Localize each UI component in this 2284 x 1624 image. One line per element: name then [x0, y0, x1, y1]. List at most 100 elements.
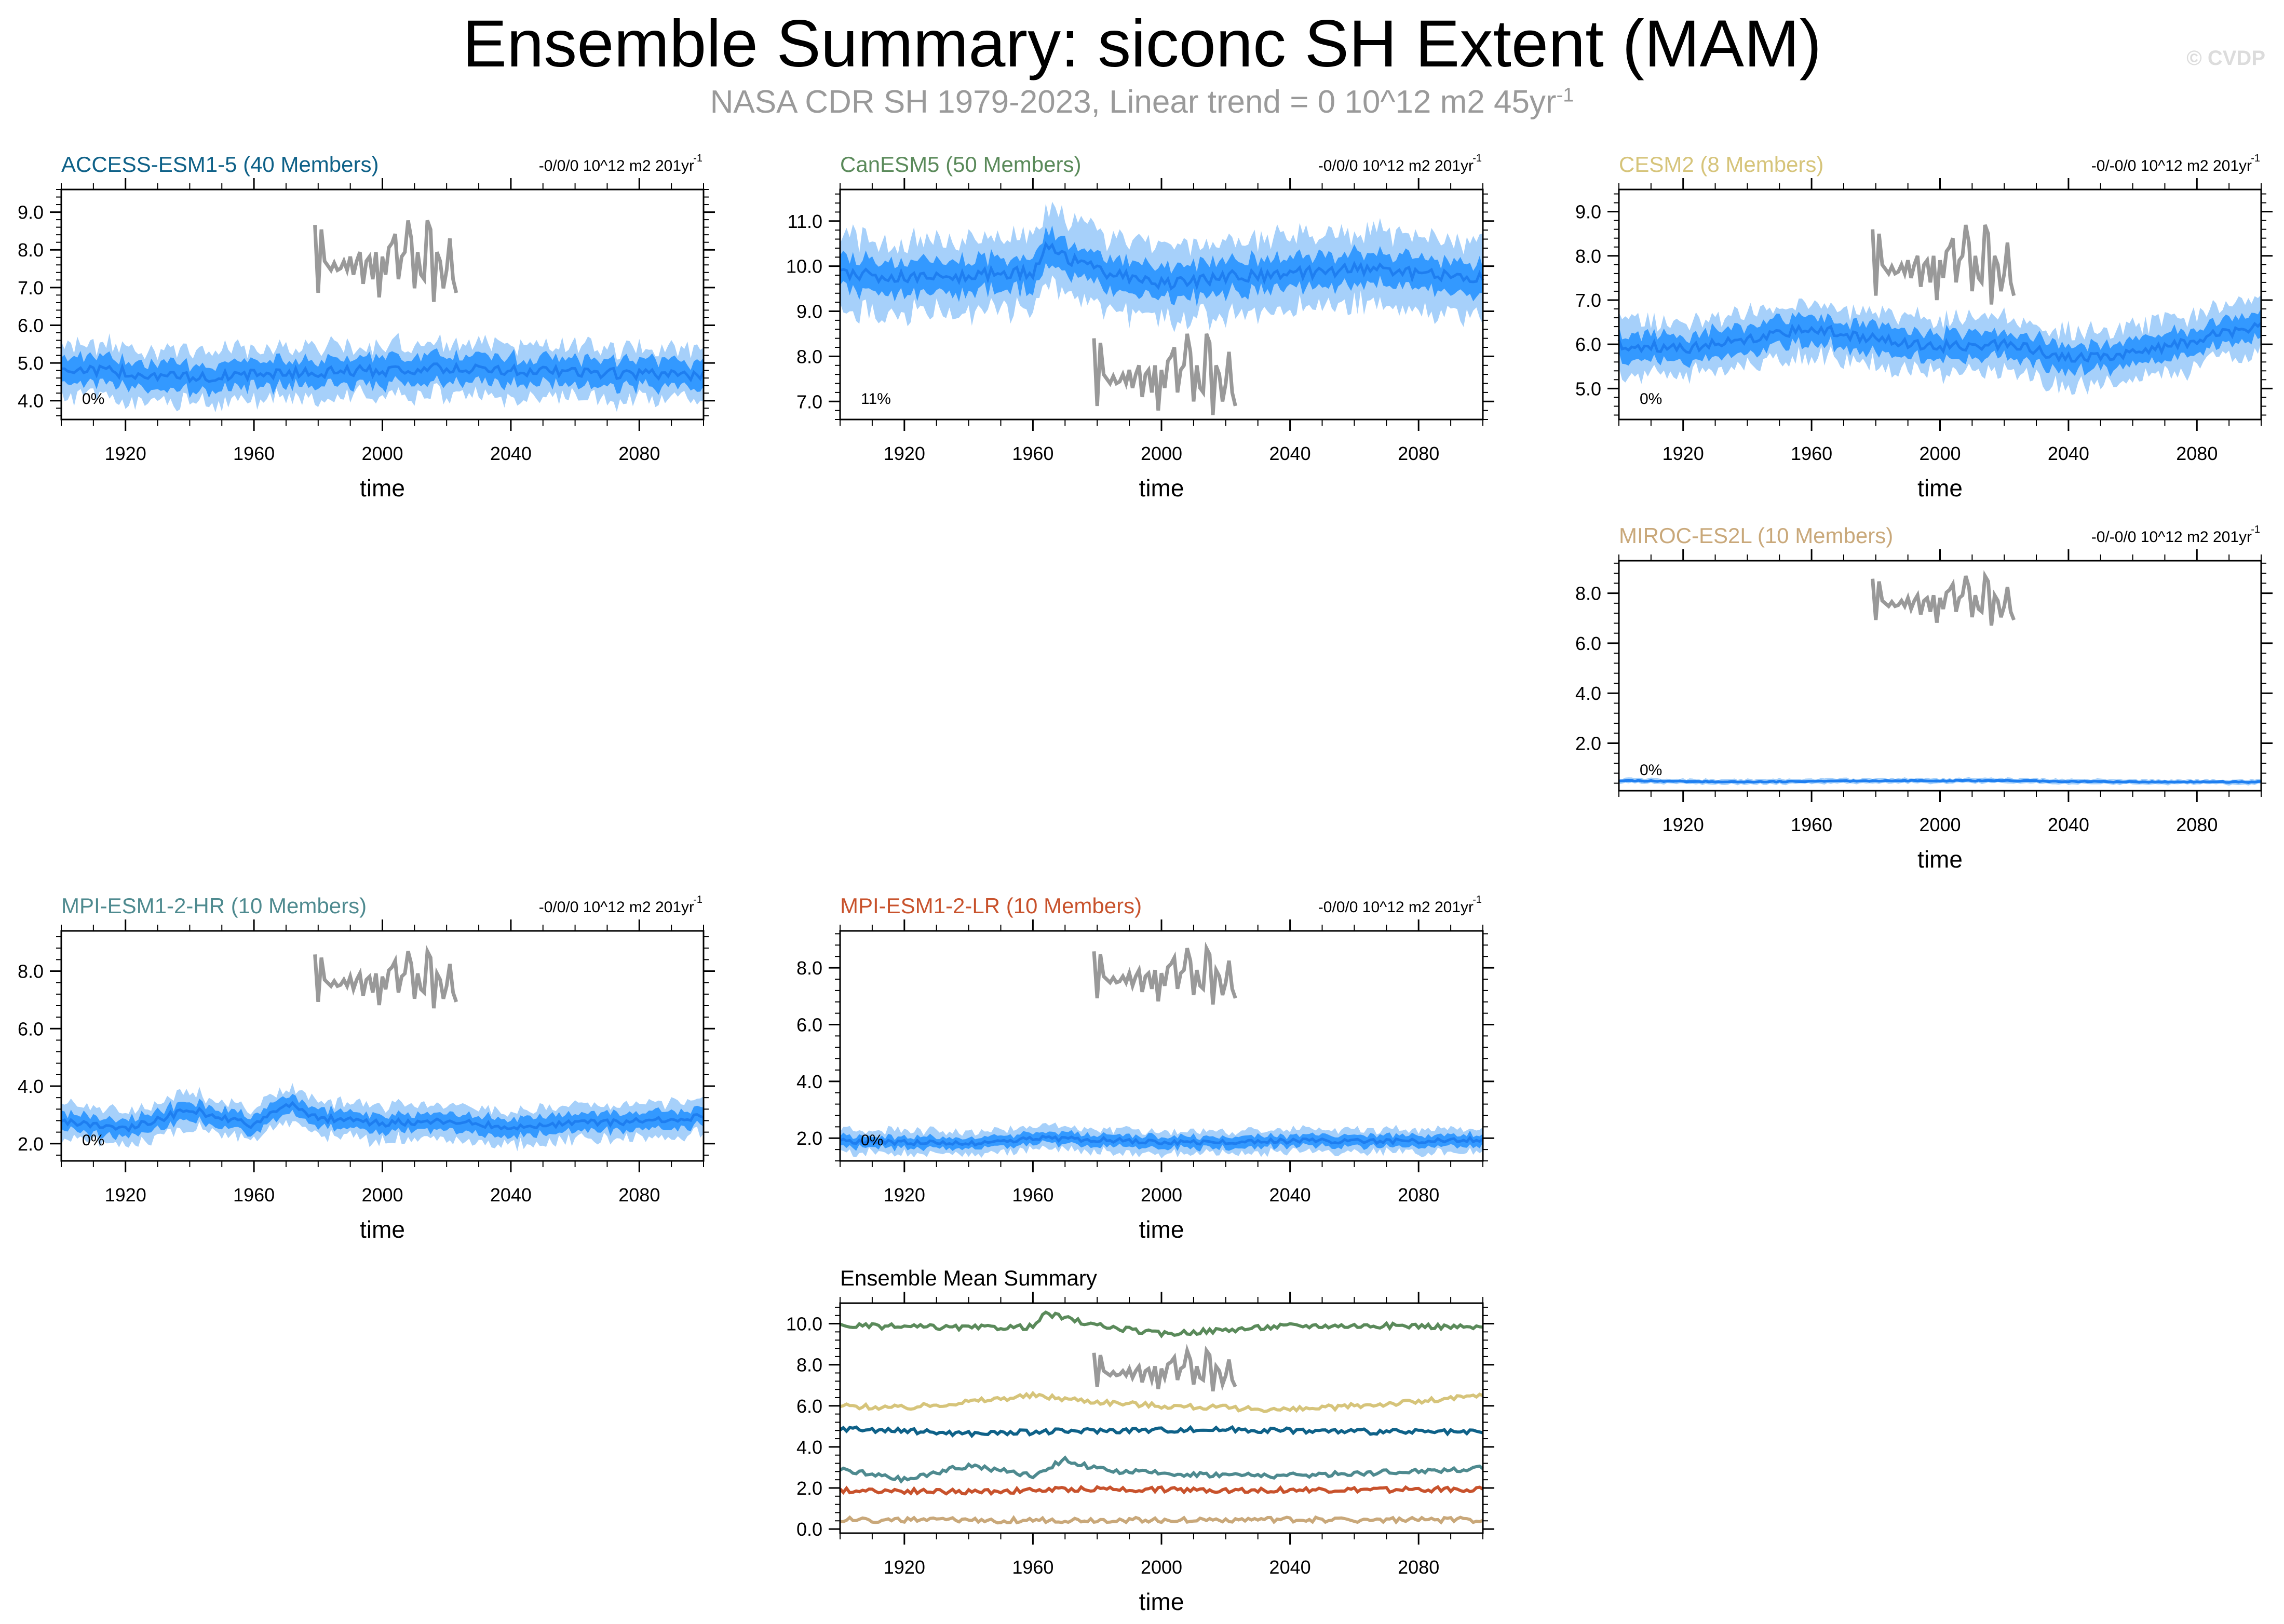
y-tick-label: 10.0 — [786, 1314, 822, 1335]
percent-label: 0% — [82, 1132, 104, 1149]
y-tick-label: 8.0 — [18, 961, 44, 982]
trend-superscript: -1 — [1472, 894, 1482, 905]
x-tick-label: 1920 — [1663, 443, 1704, 464]
x-tick-label: 2000 — [361, 443, 403, 464]
panel-miroc-es2l: 1920 1960 2000 2040 2080 2.0 4.0 6.0 8.0 MIROC-ES… — [1575, 523, 2273, 873]
observations-line — [313, 220, 458, 302]
ensemble-mean-line — [840, 241, 1484, 291]
y-tick-label: 8.0 — [18, 239, 44, 261]
x-tick-label: 1960 — [1791, 814, 1832, 835]
x-tick-label: 2040 — [1269, 1184, 1311, 1206]
ensemble-mean-line — [839, 1134, 1484, 1147]
x-tick-label: 1920 — [1663, 814, 1704, 835]
trend-superscript: -1 — [1472, 153, 1482, 164]
x-tick-label: 1960 — [233, 1184, 275, 1206]
summary-series-line — [839, 1425, 1483, 1439]
y-tick-label: 4.0 — [796, 1437, 822, 1458]
inner-spread-band — [840, 1130, 1483, 1152]
trend-label: -0/0/0 10^12 m2 201yr — [1318, 157, 1474, 174]
percent-label: 11% — [861, 390, 891, 408]
x-tick-label: 1960 — [1012, 443, 1053, 464]
x-axis-label: time — [1917, 846, 1963, 873]
trend-superscript: -1 — [2251, 153, 2260, 164]
plot-frame — [1618, 560, 2262, 792]
trend-label: -0/0/0 10^12 m2 201yr — [539, 899, 694, 916]
y-tick-label: 7.0 — [796, 391, 822, 412]
percent-label: 0% — [82, 390, 104, 408]
y-tick-label: 8.0 — [1575, 246, 1601, 267]
x-tick-label: 2000 — [1919, 443, 1961, 464]
y-tick-label: 4.0 — [1575, 683, 1601, 704]
panel-title: MIROC-ES2L (10 Members) — [1619, 523, 1893, 548]
y-tick-label: 8.0 — [1575, 583, 1601, 604]
y-tick-label: 7.0 — [1575, 290, 1601, 311]
x-tick-label: 2080 — [1398, 443, 1439, 464]
y-tick-label: 5.0 — [1575, 378, 1601, 399]
panel-title: ACCESS-ESM1-5 (40 Members) — [61, 152, 379, 177]
panel-access-esm1-5: 1920 1960 2000 2040 2080 4.0 5.0 6.0 7.0 8.0 9.0 AC… — [18, 152, 715, 502]
x-tick-label: 1920 — [884, 443, 925, 464]
ensemble-mean-line — [61, 361, 705, 384]
trend-label: -0/0/0 10^12 m2 201yr — [539, 157, 694, 174]
panel-cesm2: 1920 1960 2000 2040 2080 5.0 6.0 7.0 8.0 9.0 CESM2… — [1575, 152, 2273, 502]
panel-title: MPI-ESM1-2-LR (10 Members) — [840, 894, 1142, 918]
y-tick-label: 2.0 — [1575, 733, 1601, 754]
x-tick-label: 2080 — [2176, 814, 2218, 835]
x-tick-label: 1960 — [233, 443, 275, 464]
y-tick-label: 2.0 — [796, 1478, 822, 1499]
plot-frame — [1618, 188, 2262, 421]
y-tick-label: 6.0 — [18, 315, 44, 336]
percent-label: 0% — [1640, 762, 1662, 779]
y-tick-label: 8.0 — [796, 957, 822, 979]
x-tick-label: 2040 — [2048, 443, 2089, 464]
x-axis-label: time — [1139, 475, 1184, 502]
summary-series-line — [839, 1455, 1484, 1484]
inner-spread-band — [840, 225, 1483, 307]
summary-series-line — [840, 1390, 1484, 1413]
x-axis-label: time — [360, 475, 405, 502]
x-tick-label: 2080 — [2176, 443, 2218, 464]
y-tick-label: 10.0 — [786, 256, 822, 277]
observations-line — [313, 944, 458, 1009]
trend-superscript: -1 — [693, 153, 702, 164]
subtitle-superscript: -1 — [1556, 84, 1574, 106]
summary-series-line — [839, 1310, 1483, 1338]
x-tick-label: 2040 — [490, 443, 532, 464]
ensemble-mean-line — [60, 1101, 704, 1133]
summary-series-line — [840, 1515, 1484, 1525]
trend-label: -0/-0/0 10^12 m2 201yr — [2091, 529, 2252, 546]
x-tick-label: 1920 — [884, 1184, 925, 1206]
ensemble-mean-line — [1617, 321, 2262, 363]
page-subtitle: NASA CDR SH 1979-2023, Linear trend = 0 … — [0, 83, 2284, 121]
observations-line — [1871, 224, 2016, 305]
y-tick-label: 0.0 — [796, 1519, 822, 1540]
x-tick-label: 2040 — [1269, 443, 1311, 464]
x-tick-label: 2080 — [618, 1184, 660, 1206]
x-tick-label: 1920 — [884, 1557, 925, 1578]
trend-label: -0/-0/0 10^12 m2 201yr — [2091, 157, 2252, 174]
panel-title: Ensemble Mean Summary — [840, 1266, 1097, 1290]
x-tick-label: 2000 — [1919, 814, 1961, 835]
y-tick-label: 4.0 — [796, 1071, 822, 1092]
x-tick-label: 2000 — [1141, 443, 1182, 464]
page-title: Ensemble Summary: siconc SH Extent (MAM) — [462, 7, 1822, 81]
y-tick-label: 6.0 — [796, 1396, 822, 1417]
percent-label: 0% — [861, 1132, 883, 1149]
observations-line — [1092, 333, 1237, 415]
x-tick-label: 2080 — [1398, 1184, 1439, 1206]
y-tick-label: 6.0 — [18, 1018, 44, 1039]
panel-summary: 1920 1960 2000 2040 2080 0.0 2.0 4.0 6.0 8.0 10.0 E… — [786, 1266, 1494, 1615]
x-axis-label: time — [1917, 475, 1963, 502]
observations-line — [1871, 570, 2016, 626]
subtitle-text: NASA CDR SH 1979-2023, Linear trend = 0 … — [710, 84, 1557, 120]
y-tick-label: 2.0 — [18, 1133, 44, 1155]
x-tick-label: 2080 — [618, 443, 660, 464]
x-tick-label: 1960 — [1012, 1184, 1053, 1206]
y-tick-label: 6.0 — [1575, 334, 1601, 355]
x-tick-label: 2040 — [490, 1184, 532, 1206]
y-tick-label: 9.0 — [796, 301, 822, 322]
panel-mpi-esm1-2-hr: 1920 1960 2000 2040 2080 2.0 4.0 6.0 8.0 MPI-ESM1… — [18, 894, 715, 1243]
x-tick-label: 2040 — [2048, 814, 2089, 835]
copyright-label: © CVDP — [2186, 47, 2265, 70]
panel-title: CESM2 (8 Members) — [1619, 152, 1823, 177]
